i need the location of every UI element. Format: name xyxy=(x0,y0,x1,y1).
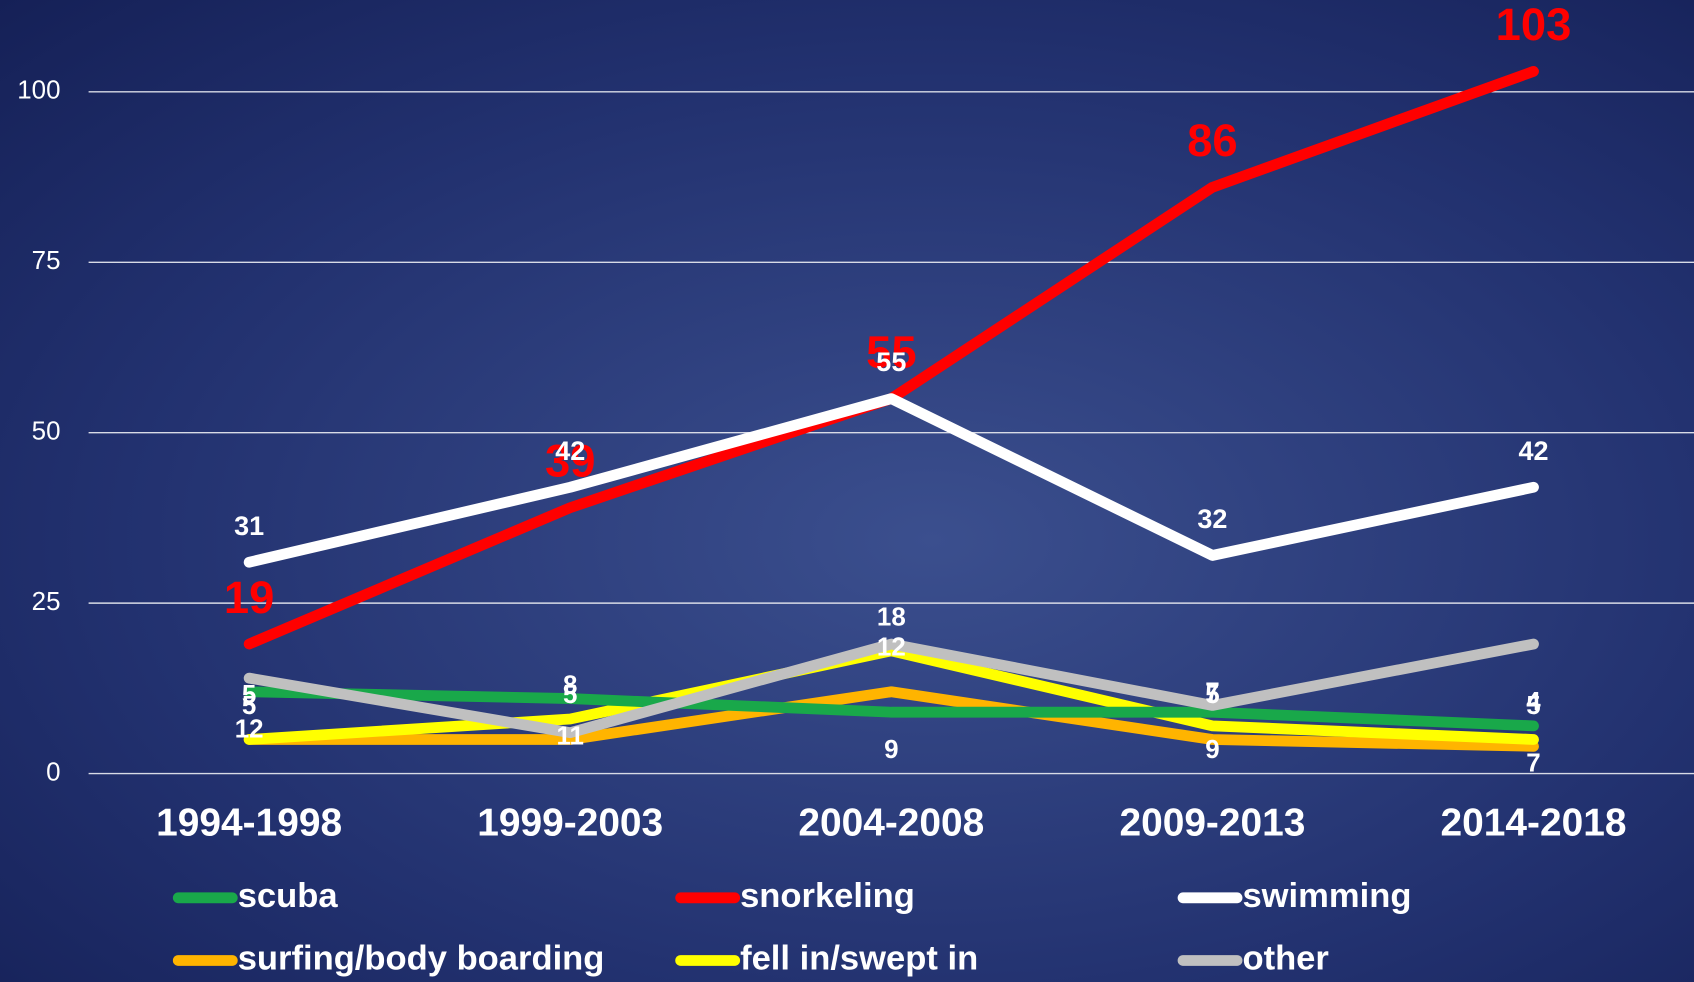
data-label: 31 xyxy=(234,511,264,541)
x-tick-label: 2014-2018 xyxy=(1441,802,1627,845)
data-label: 86 xyxy=(1187,115,1237,166)
data-label: 19 xyxy=(224,572,274,623)
y-tick-label: 0 xyxy=(46,758,60,786)
data-label: 5 xyxy=(563,681,577,709)
y-tick-label: 25 xyxy=(32,588,61,616)
series-line xyxy=(243,393,1539,568)
data-label: 4 xyxy=(1526,688,1541,716)
data-label: 39 xyxy=(545,435,595,486)
data-label: 9 xyxy=(884,736,898,764)
legend-label: other xyxy=(1242,940,1328,978)
data-label: 5 xyxy=(242,681,256,709)
y-tick-label: 75 xyxy=(32,247,61,275)
data-label: 5 xyxy=(1205,681,1219,709)
x-tick-label: 1999-2003 xyxy=(477,802,663,845)
x-tick-label: 2004-2008 xyxy=(798,802,984,845)
x-tick-label: 1994-1998 xyxy=(156,802,342,845)
legend-label: snorkeling xyxy=(740,877,915,915)
data-label: 12 xyxy=(877,633,906,661)
series-line xyxy=(243,686,1539,732)
data-label: 32 xyxy=(1197,504,1227,534)
data-label: 8 xyxy=(563,671,577,699)
data-label: 55 xyxy=(876,347,906,377)
legend-label: fell in/swept in xyxy=(740,940,978,978)
data-label: 7 xyxy=(1526,750,1540,778)
y-tick-label: 100 xyxy=(17,77,60,105)
legend-label: swimming xyxy=(1242,877,1411,915)
series-line xyxy=(243,686,1539,752)
series-line xyxy=(243,638,1539,739)
data-label: 12 xyxy=(235,715,264,743)
data-label: 7 xyxy=(1205,678,1219,706)
data-label: 42 xyxy=(1518,436,1548,466)
legend-label: surfing/body boarding xyxy=(238,940,605,978)
data-label: 9 xyxy=(1205,736,1219,764)
legend-label: scuba xyxy=(238,877,339,915)
data-label: 11 xyxy=(557,722,584,750)
data-label: 55 xyxy=(866,326,916,377)
data-label: 18 xyxy=(877,603,906,631)
data-label: 103 xyxy=(1496,0,1572,50)
data-label: 5 xyxy=(1526,692,1540,720)
data-label: 42 xyxy=(555,436,585,466)
data-label: 5 xyxy=(242,692,256,720)
series-line xyxy=(243,645,1539,745)
x-tick-label: 2009-2013 xyxy=(1119,802,1305,845)
y-tick-label: 50 xyxy=(32,418,61,446)
